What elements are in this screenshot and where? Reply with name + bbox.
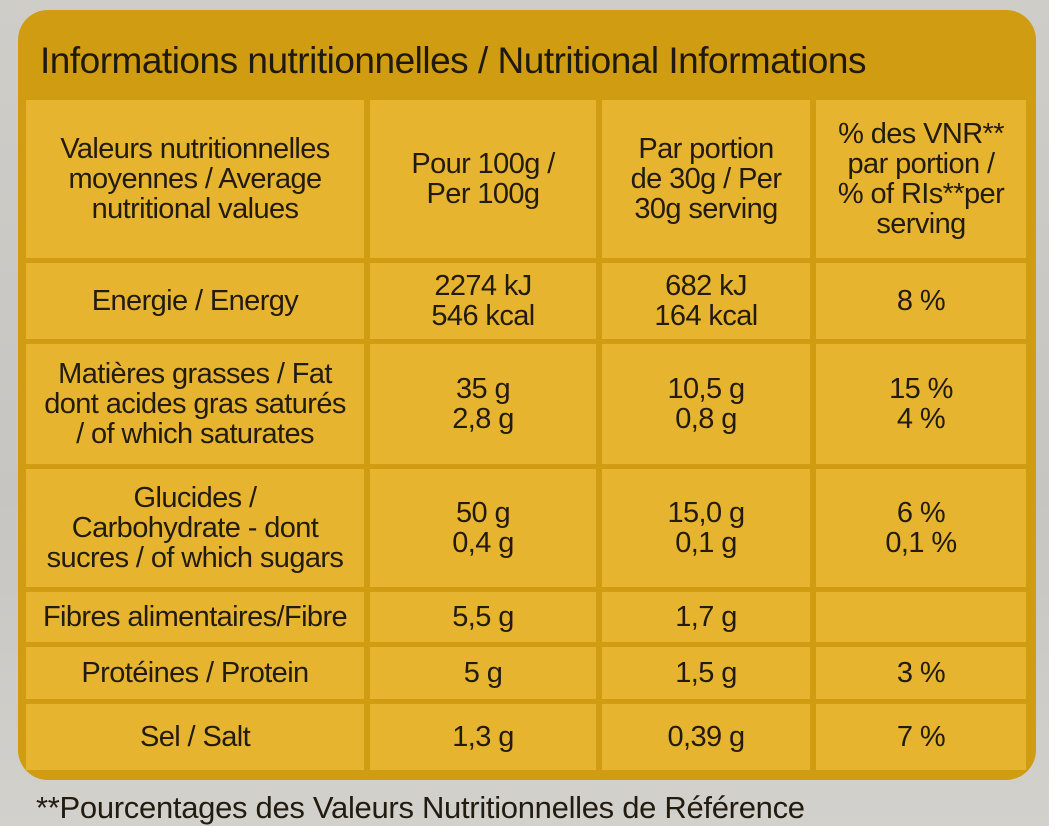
ri-percent-cell: 8 % <box>816 263 1026 339</box>
ri-percent-cell-line: 3 % <box>896 657 946 689</box>
header-ri-percent-cell: % des VNR** par portion /% of RIs**per ser… <box>816 100 1026 258</box>
per-100g-cell-line: 0,4 g <box>452 527 514 559</box>
ri-percent-cell-line: 15 % <box>889 373 953 405</box>
per-portion-cell-line: 682 kJ <box>665 270 747 302</box>
per-100g-cell-line: 2274 kJ <box>434 270 532 302</box>
per-portion-cell: 1,5 g <box>602 647 810 699</box>
label-cell: Sel / Salt <box>26 704 364 770</box>
ri-percent-cell: 15 % 4 % <box>816 344 1026 464</box>
label-cell-line: / of which saturates <box>76 418 314 450</box>
per-portion-cell-line: 164 kcal <box>654 300 758 332</box>
per-portion-cell-line: 0,39 g <box>667 721 745 753</box>
per-100g-cell: 1,3 g <box>370 704 596 770</box>
panel-title: Informations nutritionnelles / Nutrition… <box>40 40 866 81</box>
header-ri-percent-cell-line: par portion / <box>847 148 996 180</box>
per-100g-cell: 2274 kJ 546 kcal <box>370 263 596 339</box>
per-100g-cell: 5,5 g <box>370 592 596 642</box>
per-portion-cell: 1,7 g <box>602 592 810 642</box>
header-label-cell-line: Valeurs nutritionnelles <box>60 133 330 165</box>
ri-percent-cell-line: 8 % <box>896 285 946 317</box>
label-cell-line: Fibres alimentaires/Fibre <box>42 601 348 633</box>
per-portion-cell-line: 0,1 g <box>675 527 737 559</box>
label-cell-line: Glucides / <box>133 482 258 514</box>
label-cell-line: Carbohydrate - dont <box>71 512 319 544</box>
label-cell: Protéines / Protein <box>26 647 364 699</box>
per-portion-cell-line: 0,8 g <box>675 403 737 435</box>
label-cell-line: Sel / Salt <box>139 721 251 753</box>
per-100g-cell: 50 g 0,4 g <box>370 469 596 587</box>
ri-percent-cell: 3 % <box>816 647 1026 699</box>
ri-percent-cell-line: 6 % <box>896 497 946 529</box>
per-100g-cell-line: 50 g <box>455 497 511 529</box>
footnote: **Pourcentages des Valeurs Nutritionnell… <box>36 790 805 825</box>
per-portion-cell: 682 kJ 164 kcal <box>602 263 810 339</box>
per-100g-cell-line: 5,5 g <box>452 601 514 633</box>
per-100g-cell: 5 g <box>370 647 596 699</box>
label-cell: Fibres alimentaires/Fibre <box>26 592 364 642</box>
label-cell: Energie / Energy <box>26 263 364 339</box>
header-per-portion-cell: Par portion de 30g / Per 30g serving <box>602 100 810 258</box>
per-100g-cell-line: 35 g <box>455 373 511 405</box>
label-cell: Matières grasses / Fat dont acides gras s… <box>26 344 364 464</box>
per-portion-cell-line: 1,7 g <box>675 601 737 633</box>
header-ri-percent-cell-line: % des VNR** <box>838 118 1004 150</box>
per-100g-cell: 35 g 2,8 g <box>370 344 596 464</box>
per-100g-cell-line: 546 kcal <box>431 300 535 332</box>
ri-percent-cell: 6 % 0,1 % <box>816 469 1026 587</box>
header-per-100g-cell: Pour 100g / Per 100g <box>370 100 596 258</box>
label-cell-line: dont acides gras saturés <box>44 388 346 420</box>
per-100g-cell-line: 1,3 g <box>452 721 514 753</box>
header-per-portion-cell-line: Par portion <box>638 133 774 165</box>
header-per-100g-cell-line: Pour 100g / <box>411 148 555 180</box>
per-portion-cell-line: 15,0 g <box>667 497 745 529</box>
label-cell-line: Energie / Energy <box>91 285 299 317</box>
header-label-cell-line: moyennes / Average <box>68 163 322 195</box>
ri-percent-cell-line: 4 % <box>896 403 946 435</box>
header-ri-percent-cell-line: % of RIs**per <box>837 178 1005 210</box>
header-label-cell: Valeurs nutritionnelles moyennes / Averag… <box>26 100 364 258</box>
header-per-100g-cell-line: Per 100g <box>426 178 541 210</box>
header-label-cell-line: nutritional values <box>91 193 299 225</box>
per-portion-cell: 15,0 g 0,1 g <box>602 469 810 587</box>
per-portion-cell-line: 1,5 g <box>675 657 737 689</box>
label-cell: Glucides / Carbohydrate - dont sucres / of… <box>26 469 364 587</box>
ri-percent-cell-line: 0,1 % <box>885 527 957 559</box>
label-cell-line: Protéines / Protein <box>81 657 309 689</box>
ri-percent-cell: 7 % <box>816 704 1026 770</box>
label-cell-line: sucres / of which sugars <box>46 542 344 574</box>
per-portion-cell: 10,5 g 0,8 g <box>602 344 810 464</box>
label-cell-line: Matières grasses / Fat <box>58 358 332 390</box>
header-ri-percent-cell-line: serving <box>876 208 966 240</box>
per-100g-cell-line: 5 g <box>463 657 503 689</box>
header-per-portion-cell-line: de 30g / Per <box>630 163 782 195</box>
header-per-portion-cell-line: 30g serving <box>634 193 778 225</box>
ri-percent-cell-line: 7 % <box>896 721 946 753</box>
per-100g-cell-line: 2,8 g <box>452 403 514 435</box>
per-portion-cell-line: 10,5 g <box>667 373 745 405</box>
ri-percent-cell <box>816 592 1026 642</box>
per-portion-cell: 0,39 g <box>602 704 810 770</box>
